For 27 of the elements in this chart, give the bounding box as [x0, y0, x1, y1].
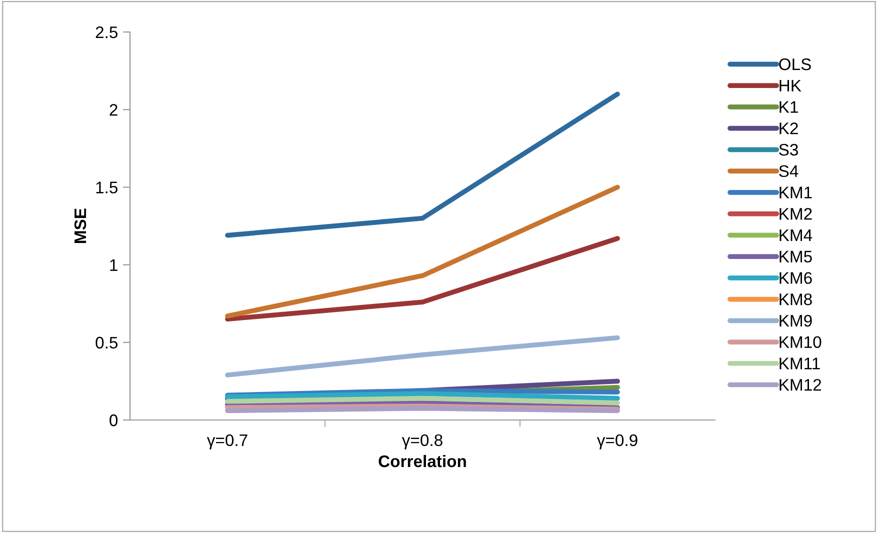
legend-label: KM1	[780, 186, 812, 198]
y-tick-label: 1	[110, 259, 118, 271]
y-tick-label: 2.5	[96, 26, 118, 38]
legend-label: KM12	[780, 378, 822, 391]
y-tick-label: 0	[110, 414, 118, 426]
legend-label: HK	[780, 80, 802, 92]
x-axis-title: Correlation	[378, 454, 466, 468]
legend-label: OLS	[779, 58, 811, 70]
x-tick-label: γ=0.9	[596, 434, 638, 450]
legend-label: KM11	[780, 358, 820, 370]
y-axis-title: MSE	[74, 208, 86, 243]
y-tick-label: 2	[110, 104, 118, 116]
x-tick-label: γ=0.8	[402, 434, 442, 450]
legend-label: KM4	[780, 230, 812, 241]
legend-label: K1	[780, 101, 798, 113]
x-tick-label: γ=0.7	[206, 434, 248, 450]
legend-label: KM10	[780, 336, 822, 348]
y-tick-label: 0.5	[96, 336, 118, 349]
legend-label: KM2	[780, 208, 812, 220]
y-tick-label: 1.5	[96, 182, 118, 194]
legend-label: S4	[779, 165, 798, 178]
legend-label: S3	[779, 144, 798, 156]
legend-label: KM8	[780, 293, 812, 306]
legend-label: KM6	[780, 272, 812, 284]
legend-label: K2	[780, 122, 798, 134]
legend-label: KM9	[780, 314, 812, 327]
legend-label: KM5	[780, 250, 812, 263]
